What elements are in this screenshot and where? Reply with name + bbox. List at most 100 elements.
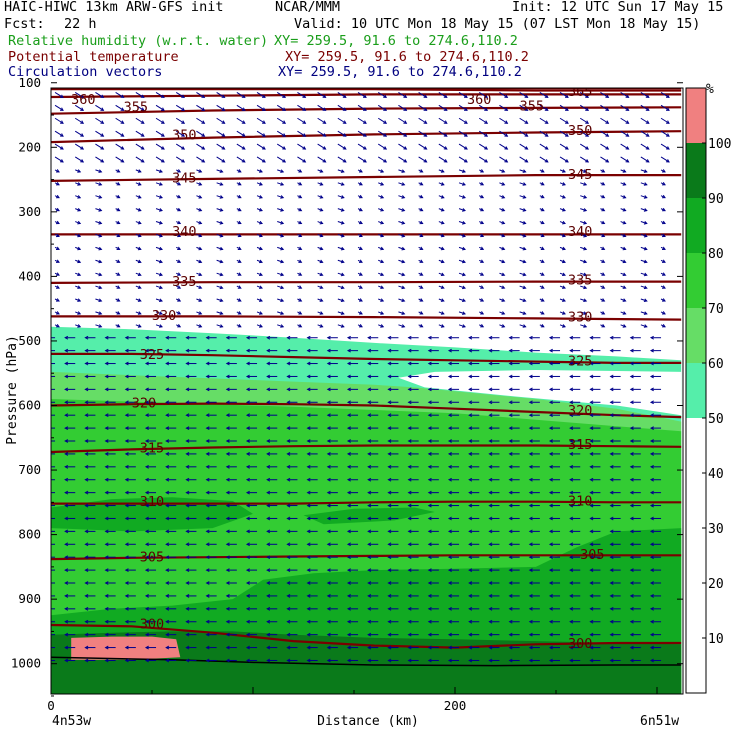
circulation-vector-head <box>322 159 327 163</box>
circulation-vector-head <box>488 335 493 340</box>
circulation-vector-head <box>346 426 351 430</box>
circulation-vector-head <box>609 439 614 443</box>
circulation-vector-head <box>480 194 485 199</box>
circulation-vector-head <box>326 452 331 456</box>
circulation-vector-head <box>447 503 452 508</box>
circulation-vector-head <box>137 220 142 225</box>
circulation-vector-head <box>221 159 226 163</box>
circulation-vector-head <box>362 159 367 163</box>
circulation-vector-head <box>319 285 324 289</box>
circulation-vector-head <box>116 182 121 186</box>
circulation-vector-head <box>583 233 588 238</box>
circulation-vector-head <box>440 311 445 315</box>
circulation-vector-head <box>522 246 527 251</box>
circulation-vector-head <box>443 146 448 150</box>
circulation-vector-head <box>661 207 666 212</box>
circulation-vector-head <box>508 619 513 624</box>
circulation-vector-head <box>245 426 250 430</box>
circulation-vector-head <box>468 490 473 495</box>
circulation-vector-head <box>116 311 121 315</box>
circulation-vector-head <box>198 259 203 264</box>
circulation-vector-head <box>237 311 242 315</box>
circulation-vector-head <box>569 361 574 366</box>
circulation-vector-head <box>221 133 226 137</box>
circulation-vector-head <box>201 107 206 111</box>
y-tick-label: 600 <box>18 398 41 413</box>
circulation-vector-head <box>181 133 186 137</box>
circulation-vector-head <box>524 120 529 124</box>
circulation-vector-head <box>407 619 412 624</box>
circulation-vector-head <box>319 272 324 276</box>
circulation-vector-head <box>609 516 614 521</box>
circulation-vector-head <box>447 464 452 469</box>
circulation-vector-head <box>306 529 311 534</box>
circulation-vector-head <box>98 259 103 264</box>
circulation-vector-head <box>589 452 594 456</box>
circulation-vector-head <box>165 335 170 340</box>
circulation-vector-head <box>548 645 553 650</box>
circulation-vector-head <box>55 298 60 302</box>
circulation-vector-head <box>367 529 372 534</box>
circulation-vector-head <box>137 311 142 315</box>
circulation-vector-head <box>407 568 412 572</box>
circulation-vector-head <box>562 298 566 302</box>
circulation-vector-head <box>205 374 210 379</box>
circulation-vector-head <box>569 490 574 495</box>
circulation-vector-head <box>528 529 533 534</box>
y-axis-label: Pressure (hPa) <box>5 335 20 445</box>
circulation-vector-head <box>367 335 372 340</box>
circulation-vector <box>74 117 84 124</box>
circulation-vector-head <box>665 120 670 124</box>
field-vectors-xy: XY= 259.5, 91.6 to 274.6,110.2 <box>278 64 522 80</box>
circulation-vector-head <box>358 285 363 289</box>
circulation-vector-head <box>447 581 452 585</box>
circulation-vector-head <box>601 298 606 302</box>
circulation-vector-head <box>387 555 392 560</box>
circulation-vector <box>155 117 165 124</box>
circulation-vector-head <box>144 619 149 624</box>
circulation-vector <box>276 143 286 150</box>
circulation-vector-head <box>346 606 351 611</box>
circulation-vector-head <box>165 606 170 611</box>
circulation-vector-head <box>64 581 69 585</box>
circulation-vector-head <box>468 426 473 430</box>
circulation-vector-head <box>326 400 331 405</box>
isentrope-label: 325 <box>568 353 592 369</box>
circulation-vector-head <box>468 439 473 443</box>
circulation-vector-head <box>198 195 203 199</box>
colorbar-tick-label: 50 <box>708 412 724 427</box>
circulation-vector-head <box>64 568 69 572</box>
circulation-vector <box>438 143 448 150</box>
circulation-vector <box>398 143 407 150</box>
circulation-vector-head <box>649 335 654 340</box>
circulation-vector <box>196 130 205 137</box>
circulation-vector-head <box>524 133 529 137</box>
circulation-vector-head <box>259 220 263 225</box>
y-tick-label: 400 <box>18 268 41 283</box>
circulation-vector-head <box>98 272 103 277</box>
circulation-vector-head <box>643 298 648 302</box>
isentrope-label: 325 <box>140 347 164 363</box>
circulation-vector-head <box>259 311 263 315</box>
circulation-vector-head <box>380 246 385 251</box>
circulation-vector-head <box>423 133 428 137</box>
circulation-vector-head <box>225 452 230 456</box>
circulation-vector-head <box>622 246 627 251</box>
circulation-vector-head <box>462 311 466 315</box>
circulation-vector-head <box>548 477 553 482</box>
isentrope-label: 350 <box>568 123 592 139</box>
circulation-vector-head <box>609 452 614 456</box>
circulation-vector-head <box>116 298 121 302</box>
circulation-vector-head <box>423 146 428 150</box>
circulation-vector <box>478 143 488 150</box>
circulation-vector-head <box>259 233 263 238</box>
circulation-vector-head <box>185 632 190 637</box>
circulation-vector-head <box>266 516 271 521</box>
circulation-vector-head <box>286 594 291 598</box>
circulation-vector-head <box>165 348 170 353</box>
circulation-vector-head <box>427 529 432 534</box>
isentrope-label: 330 <box>152 308 176 324</box>
circulation-vector-head <box>185 361 190 366</box>
circulation-vector-head <box>205 490 210 495</box>
circulation-vector-head <box>286 516 291 521</box>
